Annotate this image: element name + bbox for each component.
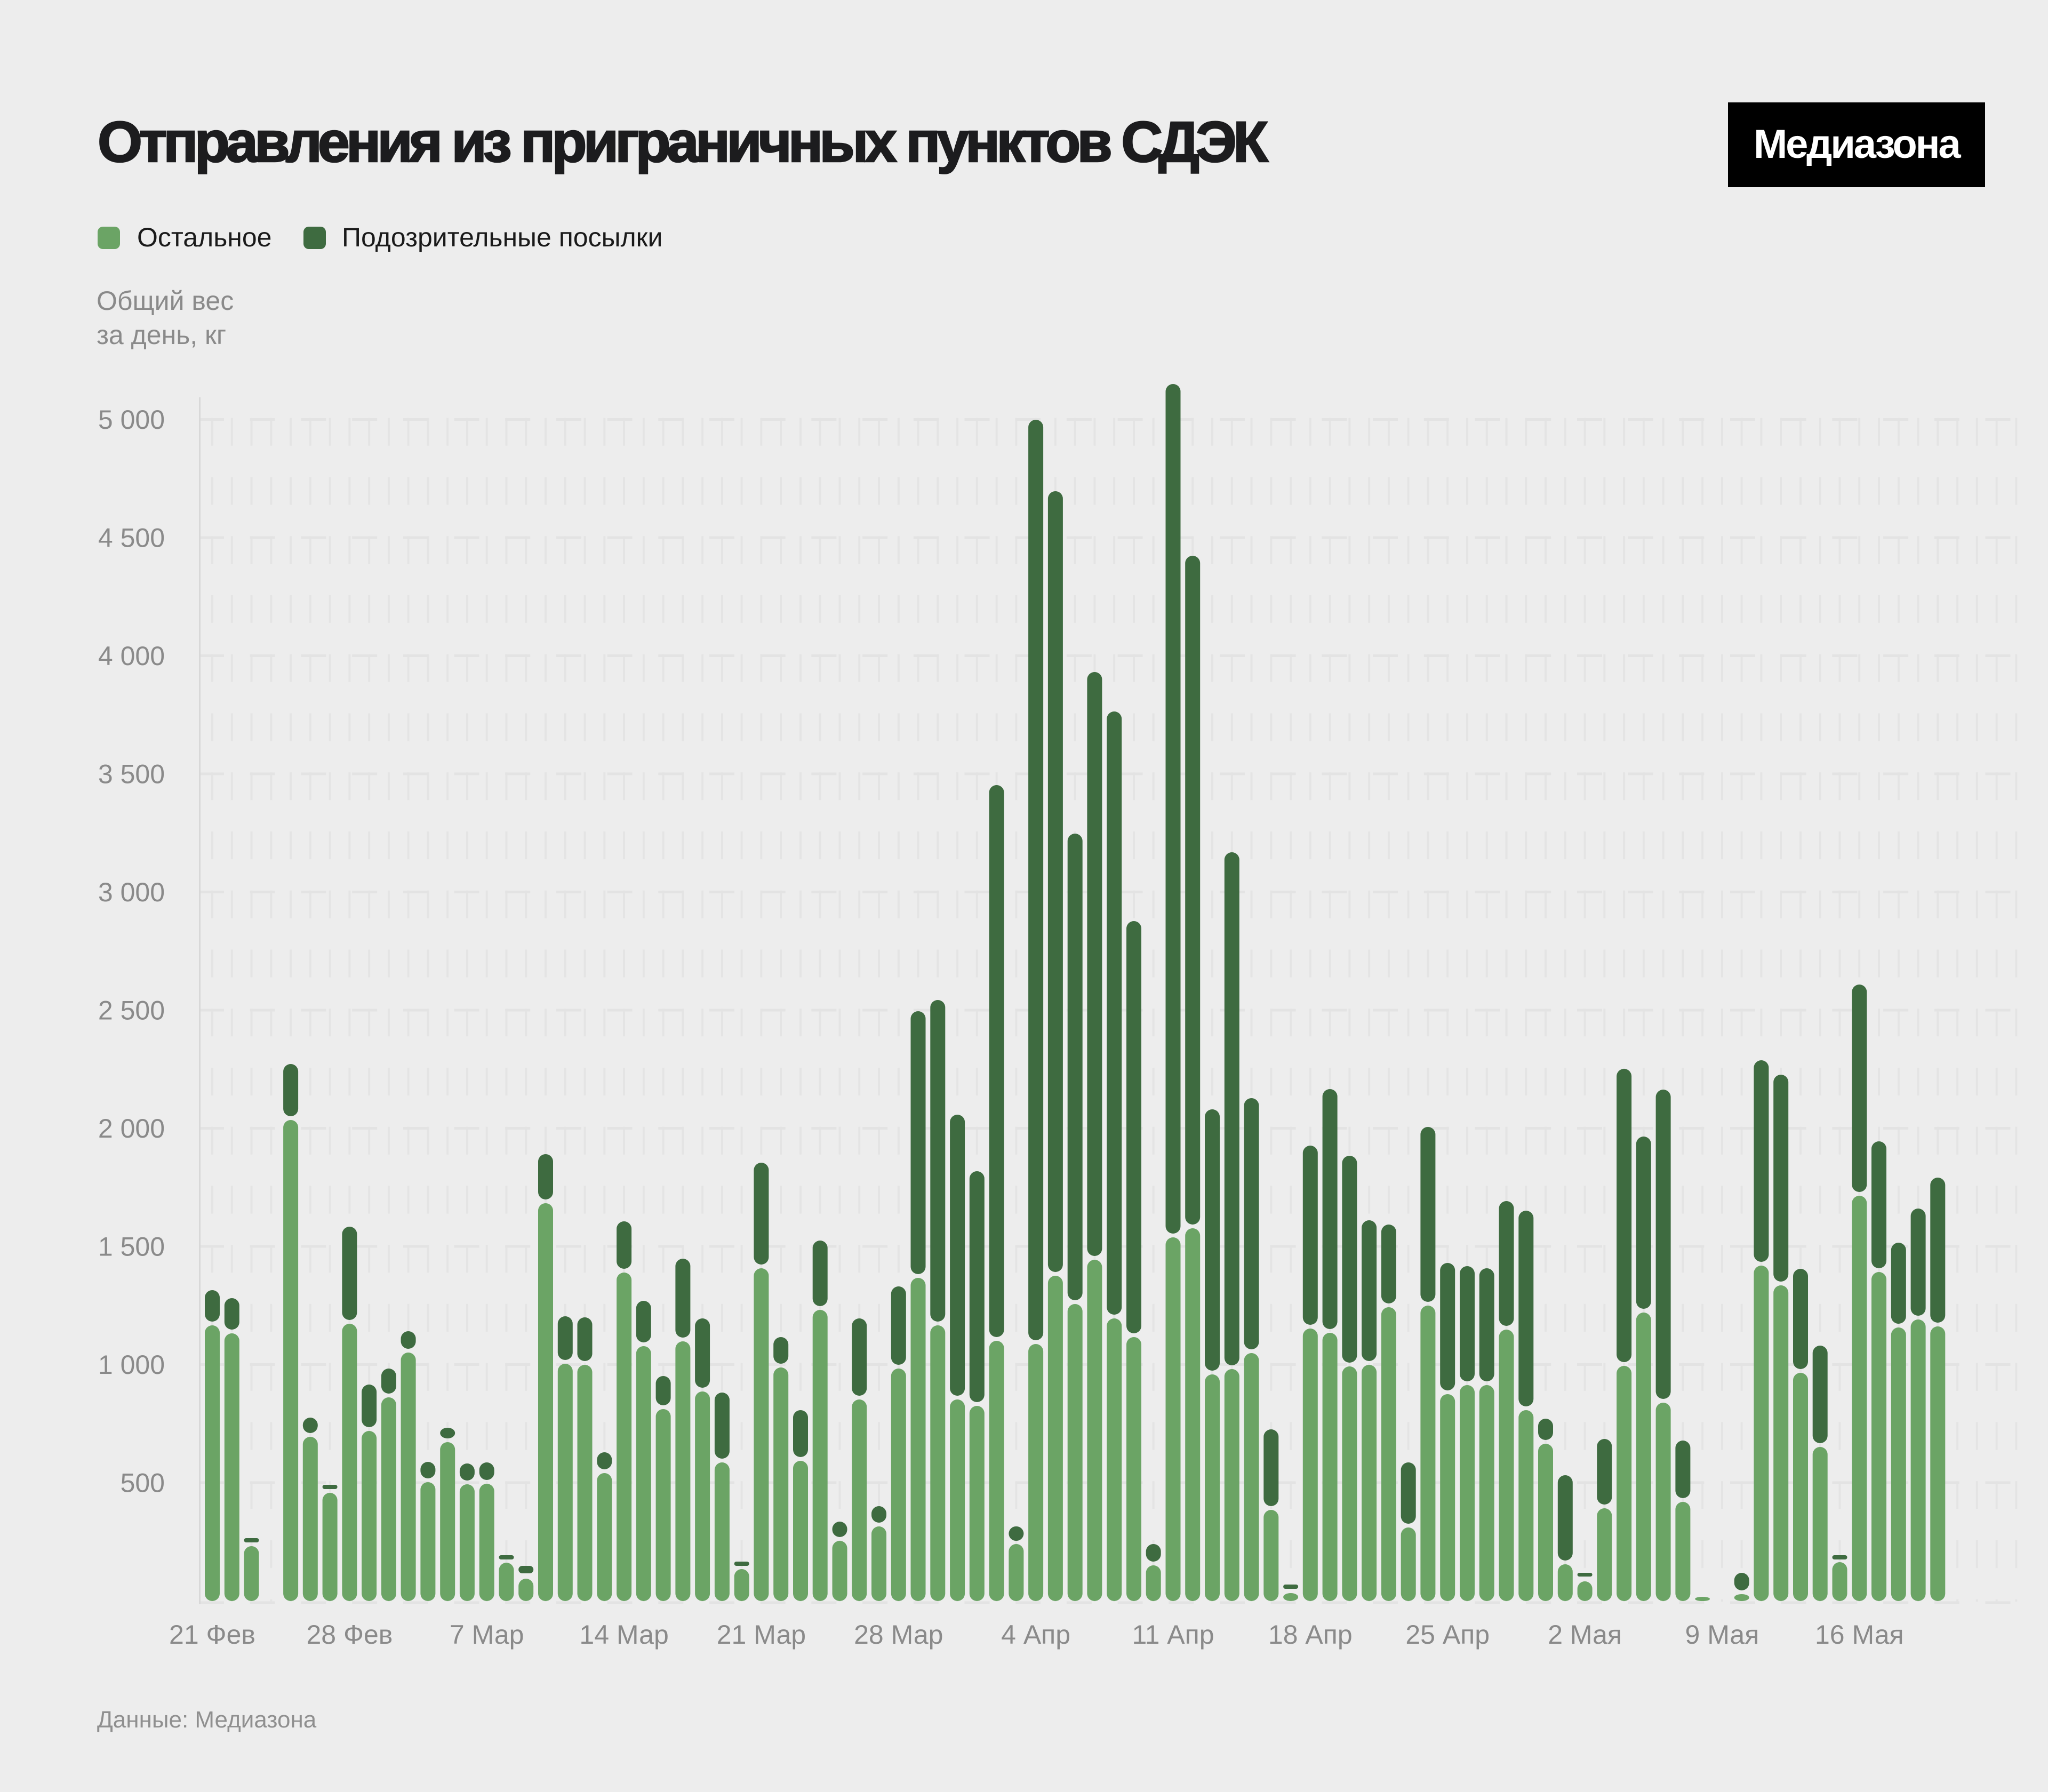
svg-text:25 Апр: 25 Апр xyxy=(1405,1620,1490,1650)
svg-text:5 000: 5 000 xyxy=(98,405,165,435)
svg-text:28 Фев: 28 Фев xyxy=(306,1620,393,1650)
svg-text:7 Мар: 7 Мар xyxy=(450,1620,524,1650)
svg-text:1 000: 1 000 xyxy=(98,1350,165,1380)
svg-text:3 500: 3 500 xyxy=(98,759,165,789)
svg-text:11 Апр: 11 Апр xyxy=(1132,1620,1214,1650)
svg-text:21 Фев: 21 Фев xyxy=(169,1620,255,1650)
svg-text:2 500: 2 500 xyxy=(98,996,165,1026)
svg-text:2 000: 2 000 xyxy=(98,1114,165,1143)
svg-text:21 Мар: 21 Мар xyxy=(717,1620,806,1650)
svg-text:3 000: 3 000 xyxy=(98,877,165,907)
svg-text:28 Мар: 28 Мар xyxy=(854,1620,943,1650)
svg-text:1 500: 1 500 xyxy=(98,1232,165,1262)
svg-text:9 Мая: 9 Мая xyxy=(1685,1620,1759,1650)
svg-text:500: 500 xyxy=(121,1468,165,1498)
svg-text:18 Апр: 18 Апр xyxy=(1268,1620,1353,1650)
svg-text:14 Мар: 14 Мар xyxy=(579,1620,668,1650)
svg-text:2 Мая: 2 Мая xyxy=(1548,1620,1622,1650)
svg-text:4 500: 4 500 xyxy=(98,523,165,553)
svg-text:4 000: 4 000 xyxy=(98,641,165,671)
svg-text:4 Апр: 4 Апр xyxy=(1001,1620,1070,1650)
svg-text:16 Мая: 16 Мая xyxy=(1815,1620,1904,1650)
